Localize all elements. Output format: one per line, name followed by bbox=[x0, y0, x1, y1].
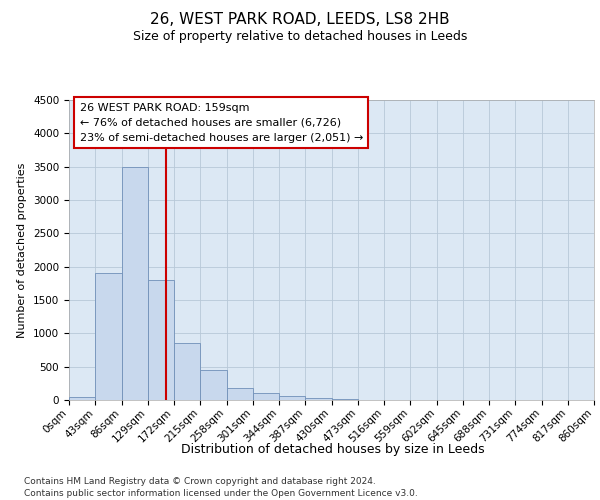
Bar bbox=[148, 280, 174, 400]
Bar bbox=[227, 388, 253, 400]
Bar bbox=[69, 396, 95, 400]
Bar bbox=[305, 398, 331, 400]
Text: Contains HM Land Registry data © Crown copyright and database right 2024.: Contains HM Land Registry data © Crown c… bbox=[24, 478, 376, 486]
Text: Size of property relative to detached houses in Leeds: Size of property relative to detached ho… bbox=[133, 30, 467, 43]
Bar bbox=[331, 399, 358, 400]
Text: Distribution of detached houses by size in Leeds: Distribution of detached houses by size … bbox=[181, 442, 485, 456]
Bar bbox=[200, 370, 227, 400]
Y-axis label: Number of detached properties: Number of detached properties bbox=[17, 162, 28, 338]
Bar bbox=[279, 396, 305, 400]
Text: 26 WEST PARK ROAD: 159sqm
← 76% of detached houses are smaller (6,726)
23% of se: 26 WEST PARK ROAD: 159sqm ← 76% of detac… bbox=[79, 103, 363, 142]
Bar bbox=[253, 394, 279, 400]
Text: Contains public sector information licensed under the Open Government Licence v3: Contains public sector information licen… bbox=[24, 489, 418, 498]
Bar bbox=[121, 166, 148, 400]
Bar bbox=[174, 344, 200, 400]
Text: 26, WEST PARK ROAD, LEEDS, LS8 2HB: 26, WEST PARK ROAD, LEEDS, LS8 2HB bbox=[150, 12, 450, 28]
Bar bbox=[95, 274, 121, 400]
